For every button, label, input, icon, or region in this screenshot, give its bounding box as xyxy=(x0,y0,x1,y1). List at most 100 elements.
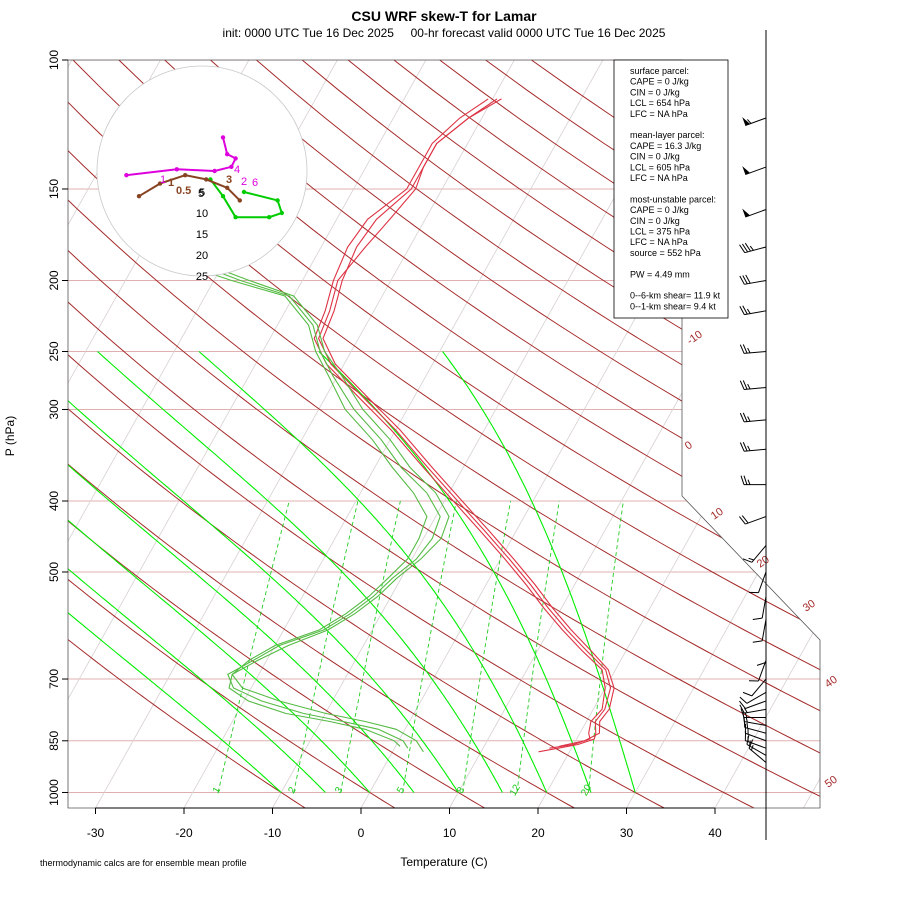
wind-barb xyxy=(752,596,767,621)
x-axis-label: Temperature (C) xyxy=(400,855,487,869)
stats-line: CAPE = 16.3 J/kg xyxy=(630,141,701,151)
temperature-profile-2 xyxy=(322,98,615,747)
stats-line: most-unstable parcel: xyxy=(630,194,716,204)
hodo-point xyxy=(233,156,238,161)
mixing-ratio-label: 1 xyxy=(211,785,224,796)
mixing-ratio-label: 5 xyxy=(395,785,408,796)
isotherm-grid xyxy=(714,60,820,808)
temperature-profile-1 xyxy=(313,98,606,749)
stats-line: CAPE = 0 J/kg xyxy=(630,205,689,215)
moist-adiabat xyxy=(68,351,326,793)
y-tick-label: 1000 xyxy=(47,779,61,806)
hodo-ring-label: 5 xyxy=(199,187,205,199)
wind-barb xyxy=(742,678,767,697)
wind-barbs xyxy=(739,30,767,840)
wind-barb xyxy=(756,640,767,666)
mixing-ratio-line xyxy=(462,500,512,793)
hodo-point xyxy=(136,194,142,199)
stats-line: CIN = 0 J/kg xyxy=(630,87,680,97)
hodo-point xyxy=(241,189,247,195)
x-tick-label: -20 xyxy=(175,826,193,840)
isotherm-grid xyxy=(95,60,515,808)
stats-line: LCL = 605 hPa xyxy=(630,162,690,172)
stats-line: LFC = NA hPa xyxy=(630,237,688,247)
hodo-ring-label: 25 xyxy=(196,271,208,283)
hodo-label: 5 xyxy=(198,188,204,200)
mixing-ratio-label: 8 xyxy=(455,785,468,796)
stats-line: LCL = 375 hPa xyxy=(630,227,690,237)
wind-barb xyxy=(752,619,767,643)
moist-adiabat xyxy=(97,351,503,793)
isotherm-grid xyxy=(892,60,900,808)
x-tick-label: 30 xyxy=(620,826,634,840)
mixing-ratio-line xyxy=(340,500,401,793)
hodo-point xyxy=(233,215,238,220)
stats-line: CIN = 0 J/kg xyxy=(630,216,680,226)
isotherm-grid xyxy=(68,60,427,808)
x-tick-label: 10 xyxy=(443,826,457,840)
dry-adiabat xyxy=(68,60,820,808)
wind-barb xyxy=(739,344,767,354)
hodo-point xyxy=(174,167,179,172)
x-tick-label: -10 xyxy=(264,826,282,840)
isotherm-label: 0 xyxy=(683,439,695,452)
dry-adiabat xyxy=(68,60,820,808)
isotherm-grid xyxy=(68,60,161,808)
y-tick-label: 200 xyxy=(47,270,61,290)
wind-barb xyxy=(739,515,767,525)
wind-barb xyxy=(748,660,767,682)
stats-line: LFC = NA hPa xyxy=(630,109,688,119)
hodo-label: 3 xyxy=(226,174,232,186)
isotherm-label: -10 xyxy=(685,329,705,348)
stats-line: LFC = NA hPa xyxy=(630,173,688,183)
wind-barb xyxy=(739,242,767,254)
wind-barb xyxy=(748,571,767,594)
hodo-point xyxy=(204,177,209,182)
temperature-profile-0 xyxy=(317,98,612,753)
hodo-point xyxy=(267,215,272,220)
moist-adiabat xyxy=(68,351,371,793)
hodo-trace xyxy=(138,174,241,202)
wind-barb xyxy=(739,274,767,285)
stats-line: CIN = 0 J/kg xyxy=(630,152,680,162)
hodo-label: 6 xyxy=(252,177,258,189)
x-tick-label: 0 xyxy=(358,826,365,840)
stats-line: mean-layer parcel: xyxy=(630,130,705,140)
y-tick-label: 850 xyxy=(47,730,61,750)
wind-barb xyxy=(739,412,767,423)
isotherm-label: 50 xyxy=(823,774,840,791)
isotherm-grid xyxy=(803,60,820,808)
y-tick-label: 500 xyxy=(47,562,61,582)
hodo-point xyxy=(225,152,230,157)
moist-adiabat xyxy=(68,351,415,793)
wind-barb xyxy=(739,704,767,714)
hodo-point xyxy=(237,198,242,203)
hodo-point xyxy=(183,173,188,178)
hodo-label: 2 xyxy=(241,176,247,188)
dry-adiabat xyxy=(256,60,820,808)
mixing-ratio-label: 2 xyxy=(286,785,299,796)
stats-line: source = 552 hPa xyxy=(630,248,701,258)
stats-line: 0--6-km shear= 11.9 kt xyxy=(630,291,721,301)
plot-lines xyxy=(68,60,900,808)
hodo-label: 1 xyxy=(160,174,166,186)
chart-subtitle: init: 0000 UTC Tue 16 Dec 2025 00-hr for… xyxy=(223,26,666,40)
wind-barb xyxy=(742,208,767,218)
dry-adiabat xyxy=(164,60,820,808)
isotherm-label: 30 xyxy=(801,598,818,615)
wind-barb xyxy=(739,305,767,316)
hodo-ring-label: 15 xyxy=(196,229,208,241)
footnote: thermodynamic calcs are for ensemble mea… xyxy=(40,858,247,868)
stats-line: surface parcel: xyxy=(630,66,689,76)
wind-barb xyxy=(739,442,767,452)
hodo-label: 4 xyxy=(234,164,240,176)
dry-adiabat xyxy=(68,60,511,808)
mixing-ratio-label: 20 xyxy=(579,782,594,798)
dry-adiabat xyxy=(118,60,820,808)
dry-adiabat xyxy=(68,60,420,808)
isotherm-grid xyxy=(626,60,820,808)
stats-box-frame xyxy=(613,59,729,319)
